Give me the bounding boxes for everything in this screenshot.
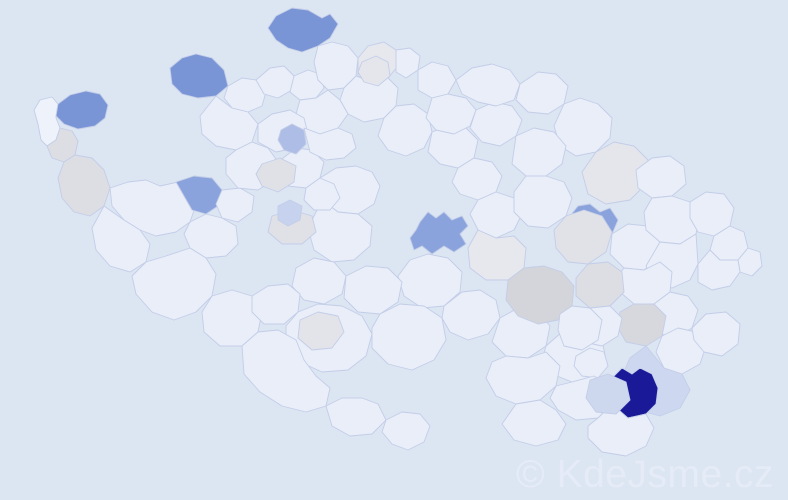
district-breclav[interactable] [587, 403, 655, 457]
district-accent-patch-breclav[interactable] [585, 373, 631, 415]
district-domazlice[interactable] [91, 205, 151, 273]
district-accent-patch-mid[interactable] [297, 311, 345, 351]
district-praha-vychod[interactable] [377, 103, 433, 157]
district-blansko[interactable] [557, 305, 603, 351]
district-highlight-small-central[interactable] [277, 123, 307, 155]
district-accent-patch-center[interactable] [255, 157, 297, 193]
district-kralupy[interactable] [303, 127, 357, 161]
district-sokolov[interactable] [46, 127, 79, 163]
district-highlight-small-east[interactable] [277, 199, 303, 227]
district-most[interactable] [223, 77, 267, 113]
district-jicin[interactable] [425, 93, 477, 135]
district-jesenik[interactable] [635, 155, 687, 199]
district-vsetin[interactable] [691, 311, 741, 357]
district-cesky-krumlov[interactable] [241, 329, 331, 413]
district-chrudim[interactable] [513, 175, 573, 229]
district-znojmo-south[interactable] [501, 399, 567, 447]
district-beroun[interactable] [303, 177, 341, 211]
district-tabor[interactable] [343, 265, 403, 315]
district-accent-patch-north[interactable] [357, 55, 391, 87]
district-frydek-mistek[interactable] [697, 249, 741, 291]
district-jindrichuv-hradec[interactable] [371, 303, 447, 371]
district-layer[interactable] [33, 7, 763, 457]
district-jh-south[interactable] [381, 411, 431, 451]
district-kutna-hora[interactable] [469, 191, 523, 239]
district-svitavy[interactable] [553, 209, 613, 265]
district-karlovy-vary[interactable] [55, 90, 109, 130]
district-trutnov[interactable] [455, 63, 521, 107]
district-decin[interactable] [267, 7, 339, 53]
district-usti-nad-labem[interactable] [289, 69, 325, 101]
district-pribram[interactable] [307, 199, 373, 263]
district-pelhrimov[interactable] [441, 289, 501, 341]
district-pardubice[interactable] [511, 127, 567, 177]
district-klatovy[interactable] [131, 247, 217, 321]
district-plzen-jih[interactable] [183, 213, 239, 259]
district-usti-nad-orlici[interactable] [581, 141, 649, 205]
watermark-kdejsme: © KdeJsme.cz [516, 453, 774, 496]
district-rokycany[interactable] [215, 187, 255, 223]
district-brno-mesto[interactable] [573, 347, 609, 379]
district-praha[interactable] [409, 211, 469, 255]
district-semily[interactable] [417, 61, 457, 99]
